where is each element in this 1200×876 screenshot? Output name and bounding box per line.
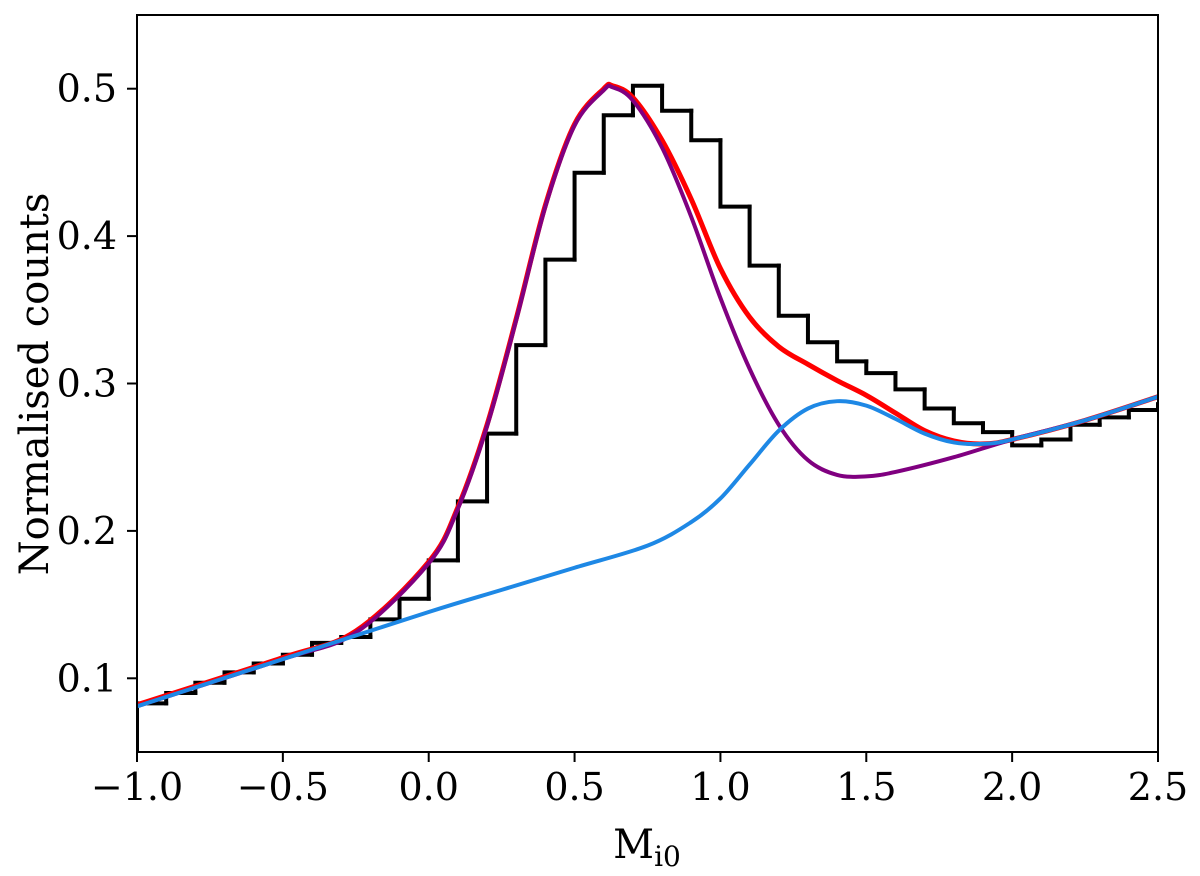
histogram-bar — [485, 431, 519, 504]
x-axis-label-main: M — [613, 822, 654, 868]
histogram-bar — [514, 343, 548, 436]
histogram-bar — [1010, 430, 1044, 448]
total-fit-curve — [137, 81, 1158, 708]
axis-ticks: −1.0 −0.5 0.0 0.5 1.0 1.5 2.0 2.5 0.1 0.2 0.3 0.4 0.… — [57, 67, 1189, 809]
histogram-bar — [718, 138, 752, 209]
histogram-bar — [747, 204, 781, 268]
histogram-bar — [922, 387, 956, 411]
y-axis-label: Normalised counts — [12, 193, 58, 576]
histogram-bar — [426, 558, 460, 601]
histogram-bar — [951, 406, 985, 426]
x-tick-label: −1.0 — [91, 765, 183, 809]
histogram-bar — [601, 113, 635, 175]
x-axis-label-subscript: i0 — [654, 840, 681, 873]
y-tick-label: 0.5 — [57, 67, 117, 111]
histogram-bar — [835, 340, 869, 364]
x-tick-label: 2.0 — [982, 765, 1042, 809]
y-tick-label: 0.2 — [57, 509, 117, 553]
histogram-bar — [1126, 408, 1158, 420]
y-tick-label: 0.1 — [57, 656, 117, 700]
x-tick-label: 0.5 — [544, 765, 604, 809]
histogram-bar — [864, 359, 898, 376]
plot-area — [136, 14, 1159, 753]
histogram-bar — [137, 701, 169, 752]
histogram-bar — [630, 83, 665, 118]
histogram-bar — [805, 313, 840, 345]
histogram-bar — [1068, 422, 1102, 442]
histogram-bar — [397, 596, 431, 622]
histogram-bar — [660, 83, 694, 113]
data-layer — [137, 81, 1158, 752]
background-fit-curve — [137, 394, 1158, 709]
histogram-bar — [893, 371, 927, 392]
x-axis-label: Mi0 — [613, 822, 681, 873]
x-tick-label: −0.5 — [237, 765, 329, 809]
histogram-bar — [689, 108, 723, 143]
histogram-bar — [572, 170, 606, 262]
x-tick-label: 2.5 — [1128, 765, 1188, 809]
y-tick-label: 0.4 — [57, 214, 117, 258]
x-tick-label: 0.0 — [398, 765, 458, 809]
y-tick-label: 0.3 — [57, 362, 117, 406]
histogram-bar — [980, 421, 1015, 435]
axes-frame — [136, 14, 1159, 753]
x-tick-label: 1.0 — [690, 765, 750, 809]
x-tick-label: 1.5 — [836, 765, 896, 809]
histogram-bar — [543, 257, 577, 348]
histogram-bar — [455, 499, 490, 563]
histogram-bar — [776, 263, 810, 318]
histogram-bar — [1039, 437, 1073, 448]
peak-fit-curve — [137, 83, 1158, 709]
histogram-bar — [1097, 415, 1131, 427]
